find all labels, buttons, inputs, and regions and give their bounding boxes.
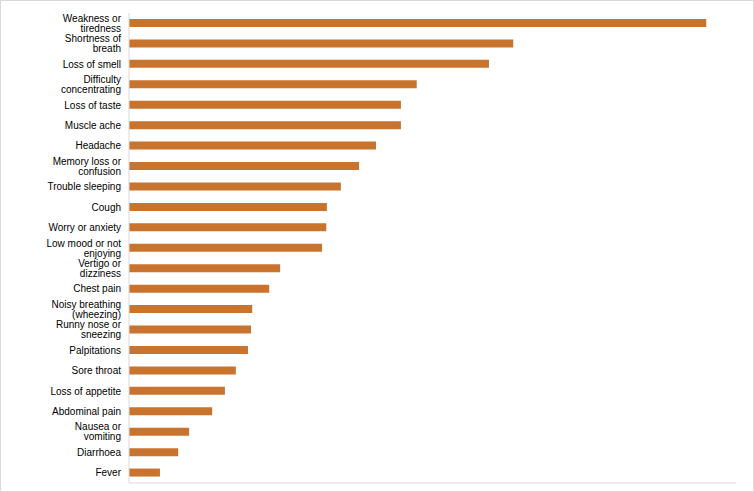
svg-text:Low mood or notenjoying: Low mood or notenjoying [47,238,122,259]
svg-text:Shortness ofbreath: Shortness ofbreath [65,33,121,54]
svg-text:Weakness ortiredness: Weakness ortiredness [63,13,122,34]
svg-text:Nausea orvomiting: Nausea orvomiting [75,421,122,442]
svg-text:Loss of taste: Loss of taste [64,100,121,111]
svg-text:Diarrhoea: Diarrhoea [77,447,121,458]
svg-text:Chest pain: Chest pain [73,283,121,294]
svg-text:Loss of smell: Loss of smell [63,59,121,70]
svg-text:Noisy breathing(wheezing): Noisy breathing(wheezing) [52,299,121,320]
svg-text:Fever: Fever [95,467,121,478]
svg-text:Memory loss orconfusion: Memory loss orconfusion [53,156,122,177]
svg-text:Worry or anxiety: Worry or anxiety [48,222,121,233]
svg-text:Palpitations: Palpitations [69,345,121,356]
svg-text:Difficultyconcentrating: Difficultyconcentrating [61,74,121,95]
svg-text:Trouble sleeping: Trouble sleeping [47,181,121,192]
svg-text:Cough: Cough [92,202,121,213]
svg-text:Headache: Headache [75,140,121,151]
svg-text:Loss of appetite: Loss of appetite [50,386,121,397]
svg-text:Vertigo ordizziness: Vertigo ordizziness [78,258,121,279]
svg-text:Runny nose orsneezing: Runny nose orsneezing [56,319,122,340]
svg-text:Muscle ache: Muscle ache [65,120,122,131]
svg-text:Abdominal pain: Abdominal pain [52,406,121,417]
svg-text:Sore throat: Sore throat [72,365,122,376]
